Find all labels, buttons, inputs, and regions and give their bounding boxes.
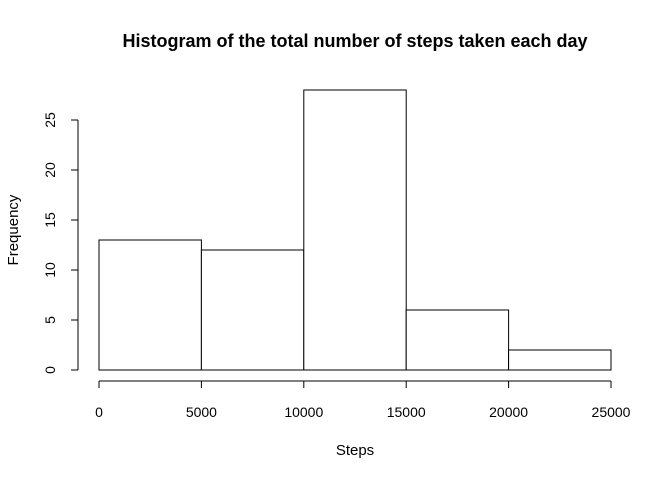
y-axis: 0 5 10 15 20 25 <box>42 112 79 374</box>
y-axis-label: Frequency <box>5 194 22 265</box>
histogram-bar-4 <box>508 349 612 371</box>
chart-title: Histogram of the total number of steps t… <box>122 31 587 51</box>
x-tick-label: 5000 <box>186 404 217 420</box>
y-tick-label: 5 <box>42 316 58 324</box>
histogram-bar-2 <box>303 89 407 371</box>
x-tick-label: 15000 <box>387 404 426 420</box>
bars-group <box>98 89 612 371</box>
y-tick-label: 10 <box>42 262 58 278</box>
x-tick-label: 20000 <box>489 404 528 420</box>
histogram-bar-3 <box>405 309 510 371</box>
y-tick-label: 0 <box>42 366 58 374</box>
y-tick-label: 20 <box>42 162 58 178</box>
y-tick-label: 15 <box>42 212 58 228</box>
x-tick-label: 25000 <box>592 404 631 420</box>
x-axis-label: Steps <box>336 442 374 459</box>
x-axis: 0 5000 10000 15000 20000 25000 <box>95 380 631 420</box>
x-tick-label: 10000 <box>284 404 323 420</box>
histogram-bar-1 <box>200 249 305 371</box>
histogram-bar-0 <box>98 239 202 371</box>
y-tick-label: 25 <box>42 112 58 128</box>
x-tick-label: 0 <box>95 404 103 420</box>
